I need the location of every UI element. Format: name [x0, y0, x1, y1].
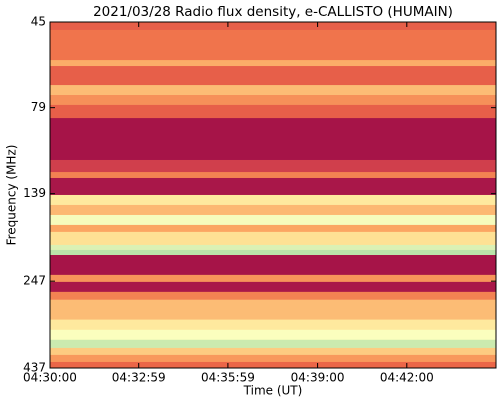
spectrum-band [50, 159, 496, 173]
y-tick-label: 247 [23, 274, 46, 288]
plot-frame [49, 21, 497, 369]
y-axis-label: Frequency (MHz) [5, 145, 19, 246]
spectrum-band [50, 118, 496, 161]
spectrum-band [50, 22, 496, 31]
spectrum-band [50, 339, 496, 349]
spectrum-band [50, 255, 496, 276]
spectrum-band [50, 347, 496, 356]
spectrum-band [50, 354, 496, 363]
spectrum-band [50, 194, 496, 206]
chart-title: 2021/03/28 Radio flux density, e-CALLIST… [93, 4, 453, 20]
spectrum-band [50, 214, 496, 226]
spectrum-band [50, 231, 496, 246]
y-tick-label: 79 [31, 100, 46, 114]
x-axis-label: Time (UT) [243, 384, 303, 398]
spectrum-band [50, 319, 496, 331]
spectrum-band [50, 329, 496, 341]
spectrum-band [50, 204, 496, 216]
spectrum-band [50, 249, 496, 256]
spectrum-band [50, 177, 496, 196]
spectrum-band [50, 104, 496, 119]
x-tick-label: 04:32:59 [112, 371, 166, 385]
spectrum-band [50, 95, 496, 106]
spectrum-band [50, 274, 496, 283]
x-tick-label: 04:35:59 [201, 371, 255, 385]
x-tick-label: 04:42:00 [380, 371, 434, 385]
y-tick-label: 437 [23, 361, 46, 375]
y-tick-label: 45 [31, 15, 46, 29]
spectrum-band [50, 361, 496, 369]
plot-area [50, 22, 496, 369]
x-tick-label: 04:39:00 [291, 371, 345, 385]
spectrum-band [50, 29, 496, 61]
y-tick-label: 139 [23, 186, 46, 200]
spectrum-band [50, 291, 496, 301]
spectrum-band [50, 244, 496, 251]
spectrum-band [50, 60, 496, 67]
spectrum-band [50, 66, 496, 86]
spectrum-band [50, 281, 496, 293]
x-tick-label: 04:30:00 [23, 371, 77, 385]
spectrum-band [50, 172, 496, 179]
spectrum-band [50, 85, 496, 96]
spectrum-band [50, 224, 496, 233]
spectrum-band [50, 299, 496, 321]
